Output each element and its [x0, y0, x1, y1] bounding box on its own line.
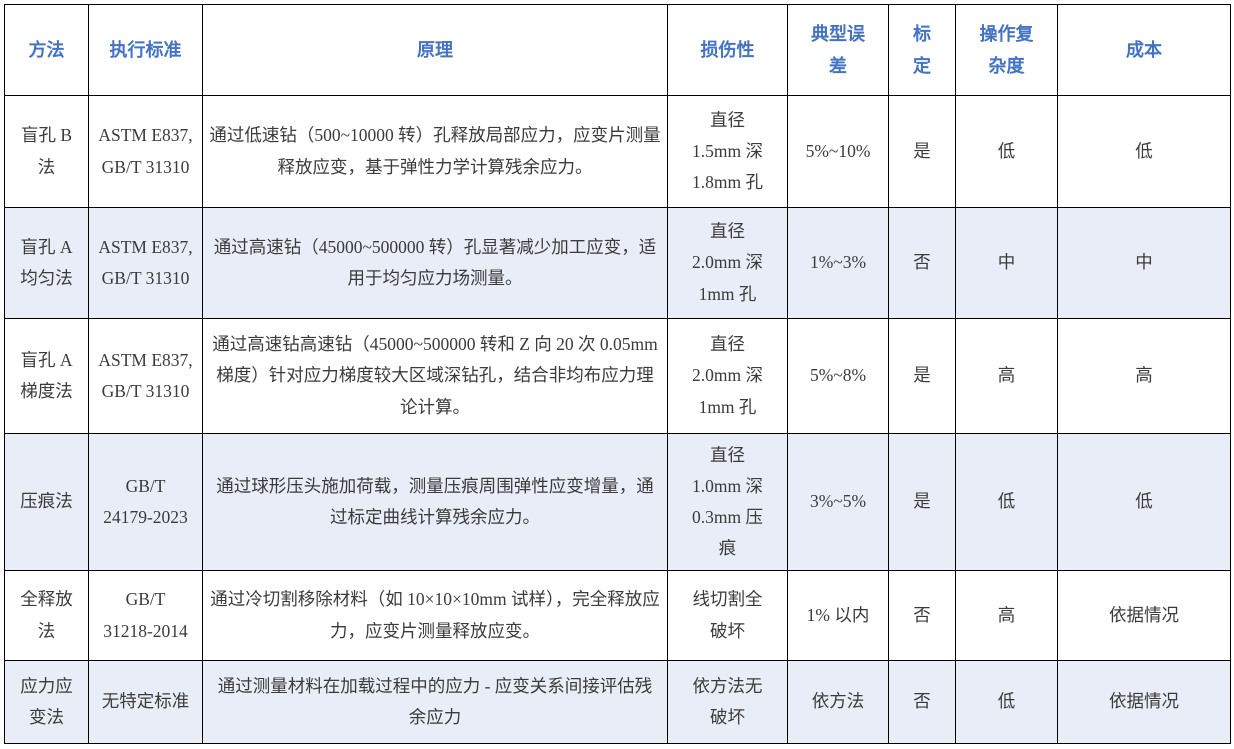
cell-error: 5%~10% [787, 95, 889, 208]
column-header-method: 方法 [4, 4, 89, 96]
cell-method: 全释放 法 [4, 570, 89, 661]
cell-standard: ASTM E837, GB/T 31310 [88, 95, 203, 208]
cell-principle: 通过低速钻（500~10000 转）孔释放局部应力，应变片测量释放应变，基于弹性… [202, 95, 668, 208]
cell-damage: 线切割全 破坏 [667, 570, 788, 661]
cell-error: 3%~5% [787, 433, 889, 571]
table-row-stress-strain: 应力应 变法 无特定标准 通过测量材料在加载过程中的应力 - 应变关系间接评估残… [4, 660, 1231, 744]
cell-complexity: 低 [955, 433, 1058, 571]
cell-standard: GB/T 31218-2014 [88, 570, 203, 661]
cell-calibration: 否 [888, 570, 956, 661]
cell-damage: 直径 2.0mm 深 1mm 孔 [667, 207, 788, 319]
cell-cost: 高 [1057, 318, 1231, 434]
residual-stress-methods-table: 方法 执行标准 原理 损伤性 典型误 差 标 定 操作复 杂度 成本 盲孔 B … [4, 4, 1231, 744]
cell-damage: 直径 2.0mm 深 1mm 孔 [667, 318, 788, 434]
cell-complexity: 低 [955, 660, 1058, 744]
header-row: 方法 执行标准 原理 损伤性 典型误 差 标 定 操作复 杂度 成本 [4, 4, 1231, 96]
cell-complexity: 低 [955, 95, 1058, 208]
column-header-cost: 成本 [1057, 4, 1231, 96]
cell-principle: 通过高速钻高速钻（45000~500000 转和 Z 向 20 次 0.05mm… [202, 318, 668, 434]
cell-standard: GB/T 24179-2023 [88, 433, 203, 571]
cell-damage: 依方法无 破坏 [667, 660, 788, 744]
cell-method: 盲孔 B 法 [4, 95, 89, 208]
cell-method: 压痕法 [4, 433, 89, 571]
cell-error: 依方法 [787, 660, 889, 744]
table-row-blind-hole-a-gradient: 盲孔 A 梯度法 ASTM E837, GB/T 31310 通过高速钻高速钻（… [4, 318, 1231, 434]
column-header-standard: 执行标准 [88, 4, 203, 96]
cell-principle: 通过测量材料在加载过程中的应力 - 应变关系间接评估残余应力 [202, 660, 668, 744]
cell-principle: 通过冷切割移除材料（如 10×10×10mm 试样），完全释放应力，应变片测量释… [202, 570, 668, 661]
cell-standard: ASTM E837, GB/T 31310 [88, 207, 203, 319]
cell-complexity: 高 [955, 318, 1058, 434]
table-row-blind-hole-a-uniform: 盲孔 A 均匀法 ASTM E837, GB/T 31310 通过高速钻（450… [4, 207, 1231, 319]
cell-cost: 低 [1057, 433, 1231, 571]
cell-method: 盲孔 A 梯度法 [4, 318, 89, 434]
cell-error: 1%~3% [787, 207, 889, 319]
column-header-damage: 损伤性 [667, 4, 788, 96]
column-header-principle: 原理 [202, 4, 668, 96]
column-header-calibration: 标 定 [888, 4, 956, 96]
cell-standard: 无特定标准 [88, 660, 203, 744]
cell-cost: 中 [1057, 207, 1231, 319]
cell-cost: 依据情况 [1057, 660, 1231, 744]
cell-error: 1% 以内 [787, 570, 889, 661]
cell-calibration: 是 [888, 95, 956, 208]
cell-cost: 低 [1057, 95, 1231, 208]
cell-calibration: 是 [888, 318, 956, 434]
cell-calibration: 否 [888, 660, 956, 744]
table-row-full-release: 全释放 法 GB/T 31218-2014 通过冷切割移除材料（如 10×10×… [4, 570, 1231, 661]
cell-complexity: 高 [955, 570, 1058, 661]
cell-calibration: 否 [888, 207, 956, 319]
cell-standard: ASTM E837, GB/T 31310 [88, 318, 203, 434]
table-row-indentation: 压痕法 GB/T 24179-2023 通过球形压头施加荷载，测量压痕周围弹性应… [4, 433, 1231, 571]
column-header-error: 典型误 差 [787, 4, 889, 96]
cell-method: 盲孔 A 均匀法 [4, 207, 89, 319]
cell-complexity: 中 [955, 207, 1058, 319]
cell-damage: 直径 1.5mm 深 1.8mm 孔 [667, 95, 788, 208]
cell-principle: 通过高速钻（45000~500000 转）孔显著减少加工应变，适用于均匀应力场测… [202, 207, 668, 319]
cell-damage: 直径 1.0mm 深 0.3mm 压 痕 [667, 433, 788, 571]
cell-cost: 依据情况 [1057, 570, 1231, 661]
column-header-complexity: 操作复 杂度 [955, 4, 1058, 96]
cell-calibration: 是 [888, 433, 956, 571]
table-row-blind-hole-b: 盲孔 B 法 ASTM E837, GB/T 31310 通过低速钻（500~1… [4, 95, 1231, 208]
cell-method: 应力应 变法 [4, 660, 89, 744]
cell-principle: 通过球形压头施加荷载，测量压痕周围弹性应变增量，通过标定曲线计算残余应力。 [202, 433, 668, 571]
cell-error: 5%~8% [787, 318, 889, 434]
